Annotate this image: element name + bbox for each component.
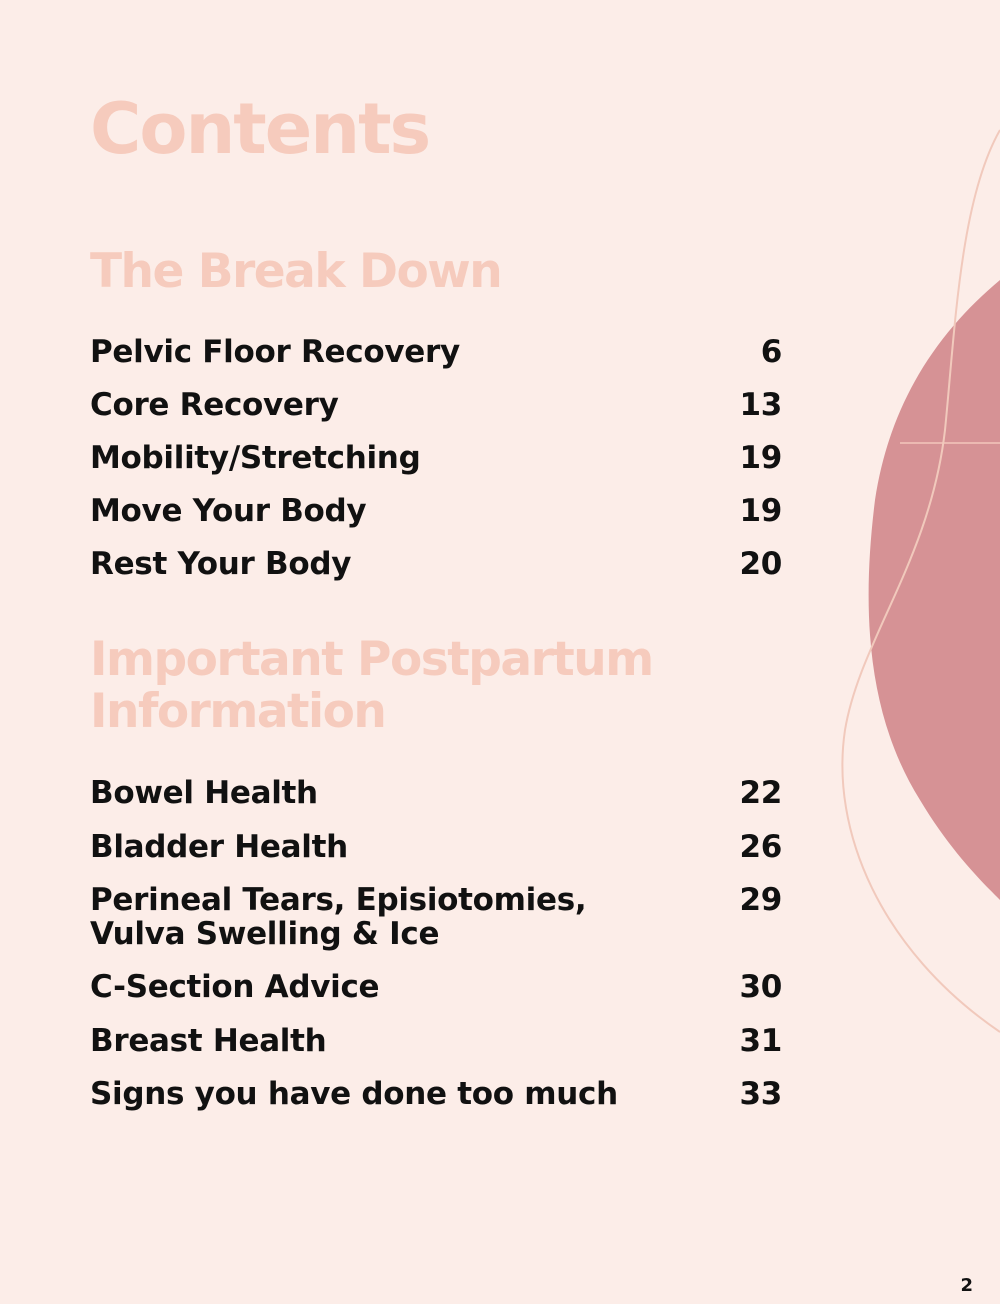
toc-item[interactable]: Perineal Tears, Episiotomies, Vulva Swel…: [90, 883, 782, 970]
page-title: Contents: [90, 88, 431, 170]
toc-item-page: 31: [739, 1023, 782, 1059]
toc-item-label: Signs you have done too much: [90, 1076, 618, 1112]
toc-item[interactable]: Rest Your Body 20: [90, 547, 782, 600]
section-heading-break-down: The Break Down: [90, 244, 503, 299]
toc-item[interactable]: Core Recovery 13: [90, 388, 782, 441]
toc-item-label: Rest Your Body: [90, 546, 352, 582]
decorative-curve-line: [841, 129, 1000, 1033]
toc-item-page: 22: [739, 775, 782, 811]
toc-item-page: 20: [739, 546, 782, 582]
section-heading-postpartum: Important Postpartum Information: [90, 632, 654, 739]
toc-item-page: 19: [739, 493, 782, 529]
toc-item-page: 33: [739, 1076, 782, 1112]
toc-item-page: 29: [739, 882, 782, 918]
toc-item-page: 6: [760, 334, 783, 370]
toc-item[interactable]: Breast Health 31: [90, 1024, 782, 1077]
toc-item[interactable]: Mobility/Stretching 19: [90, 441, 782, 494]
toc-item-page: 26: [739, 829, 782, 865]
toc-item[interactable]: C-Section Advice 30: [90, 970, 782, 1024]
toc-item-page: 13: [739, 387, 782, 423]
toc-list-break-down: Pelvic Floor Recovery 6 Core Recovery 13 M…: [90, 335, 782, 600]
toc-item[interactable]: Signs you have done too much 33: [90, 1077, 782, 1130]
toc-item-page: 30: [739, 969, 782, 1005]
toc-item[interactable]: Bowel Health 22: [90, 776, 782, 830]
toc-item-label: Core Recovery: [90, 387, 339, 423]
toc-item[interactable]: Bladder Health 26: [90, 830, 782, 883]
toc-item-label: Bowel Health: [90, 775, 318, 811]
toc-item-label: C-Section Advice: [90, 969, 380, 1005]
toc-item-label: Perineal Tears, Episiotomies, Vulva Swel…: [90, 882, 587, 952]
toc-item-label: Breast Health: [90, 1023, 327, 1059]
toc-item-label: Pelvic Floor Recovery: [90, 334, 460, 370]
toc-item[interactable]: Pelvic Floor Recovery 6: [90, 335, 782, 388]
toc-item-label: Mobility/Stretching: [90, 440, 421, 476]
toc-item-label: Bladder Health: [90, 829, 348, 865]
pink-blob: [868, 280, 1000, 900]
page-number: 2: [960, 1275, 973, 1296]
toc-item[interactable]: Move Your Body 19: [90, 494, 782, 547]
toc-item-page: 19: [739, 440, 782, 476]
toc-item-label: Move Your Body: [90, 493, 367, 529]
toc-list-postpartum: Bowel Health 22 Bladder Health 26 Perineal…: [90, 776, 782, 1130]
